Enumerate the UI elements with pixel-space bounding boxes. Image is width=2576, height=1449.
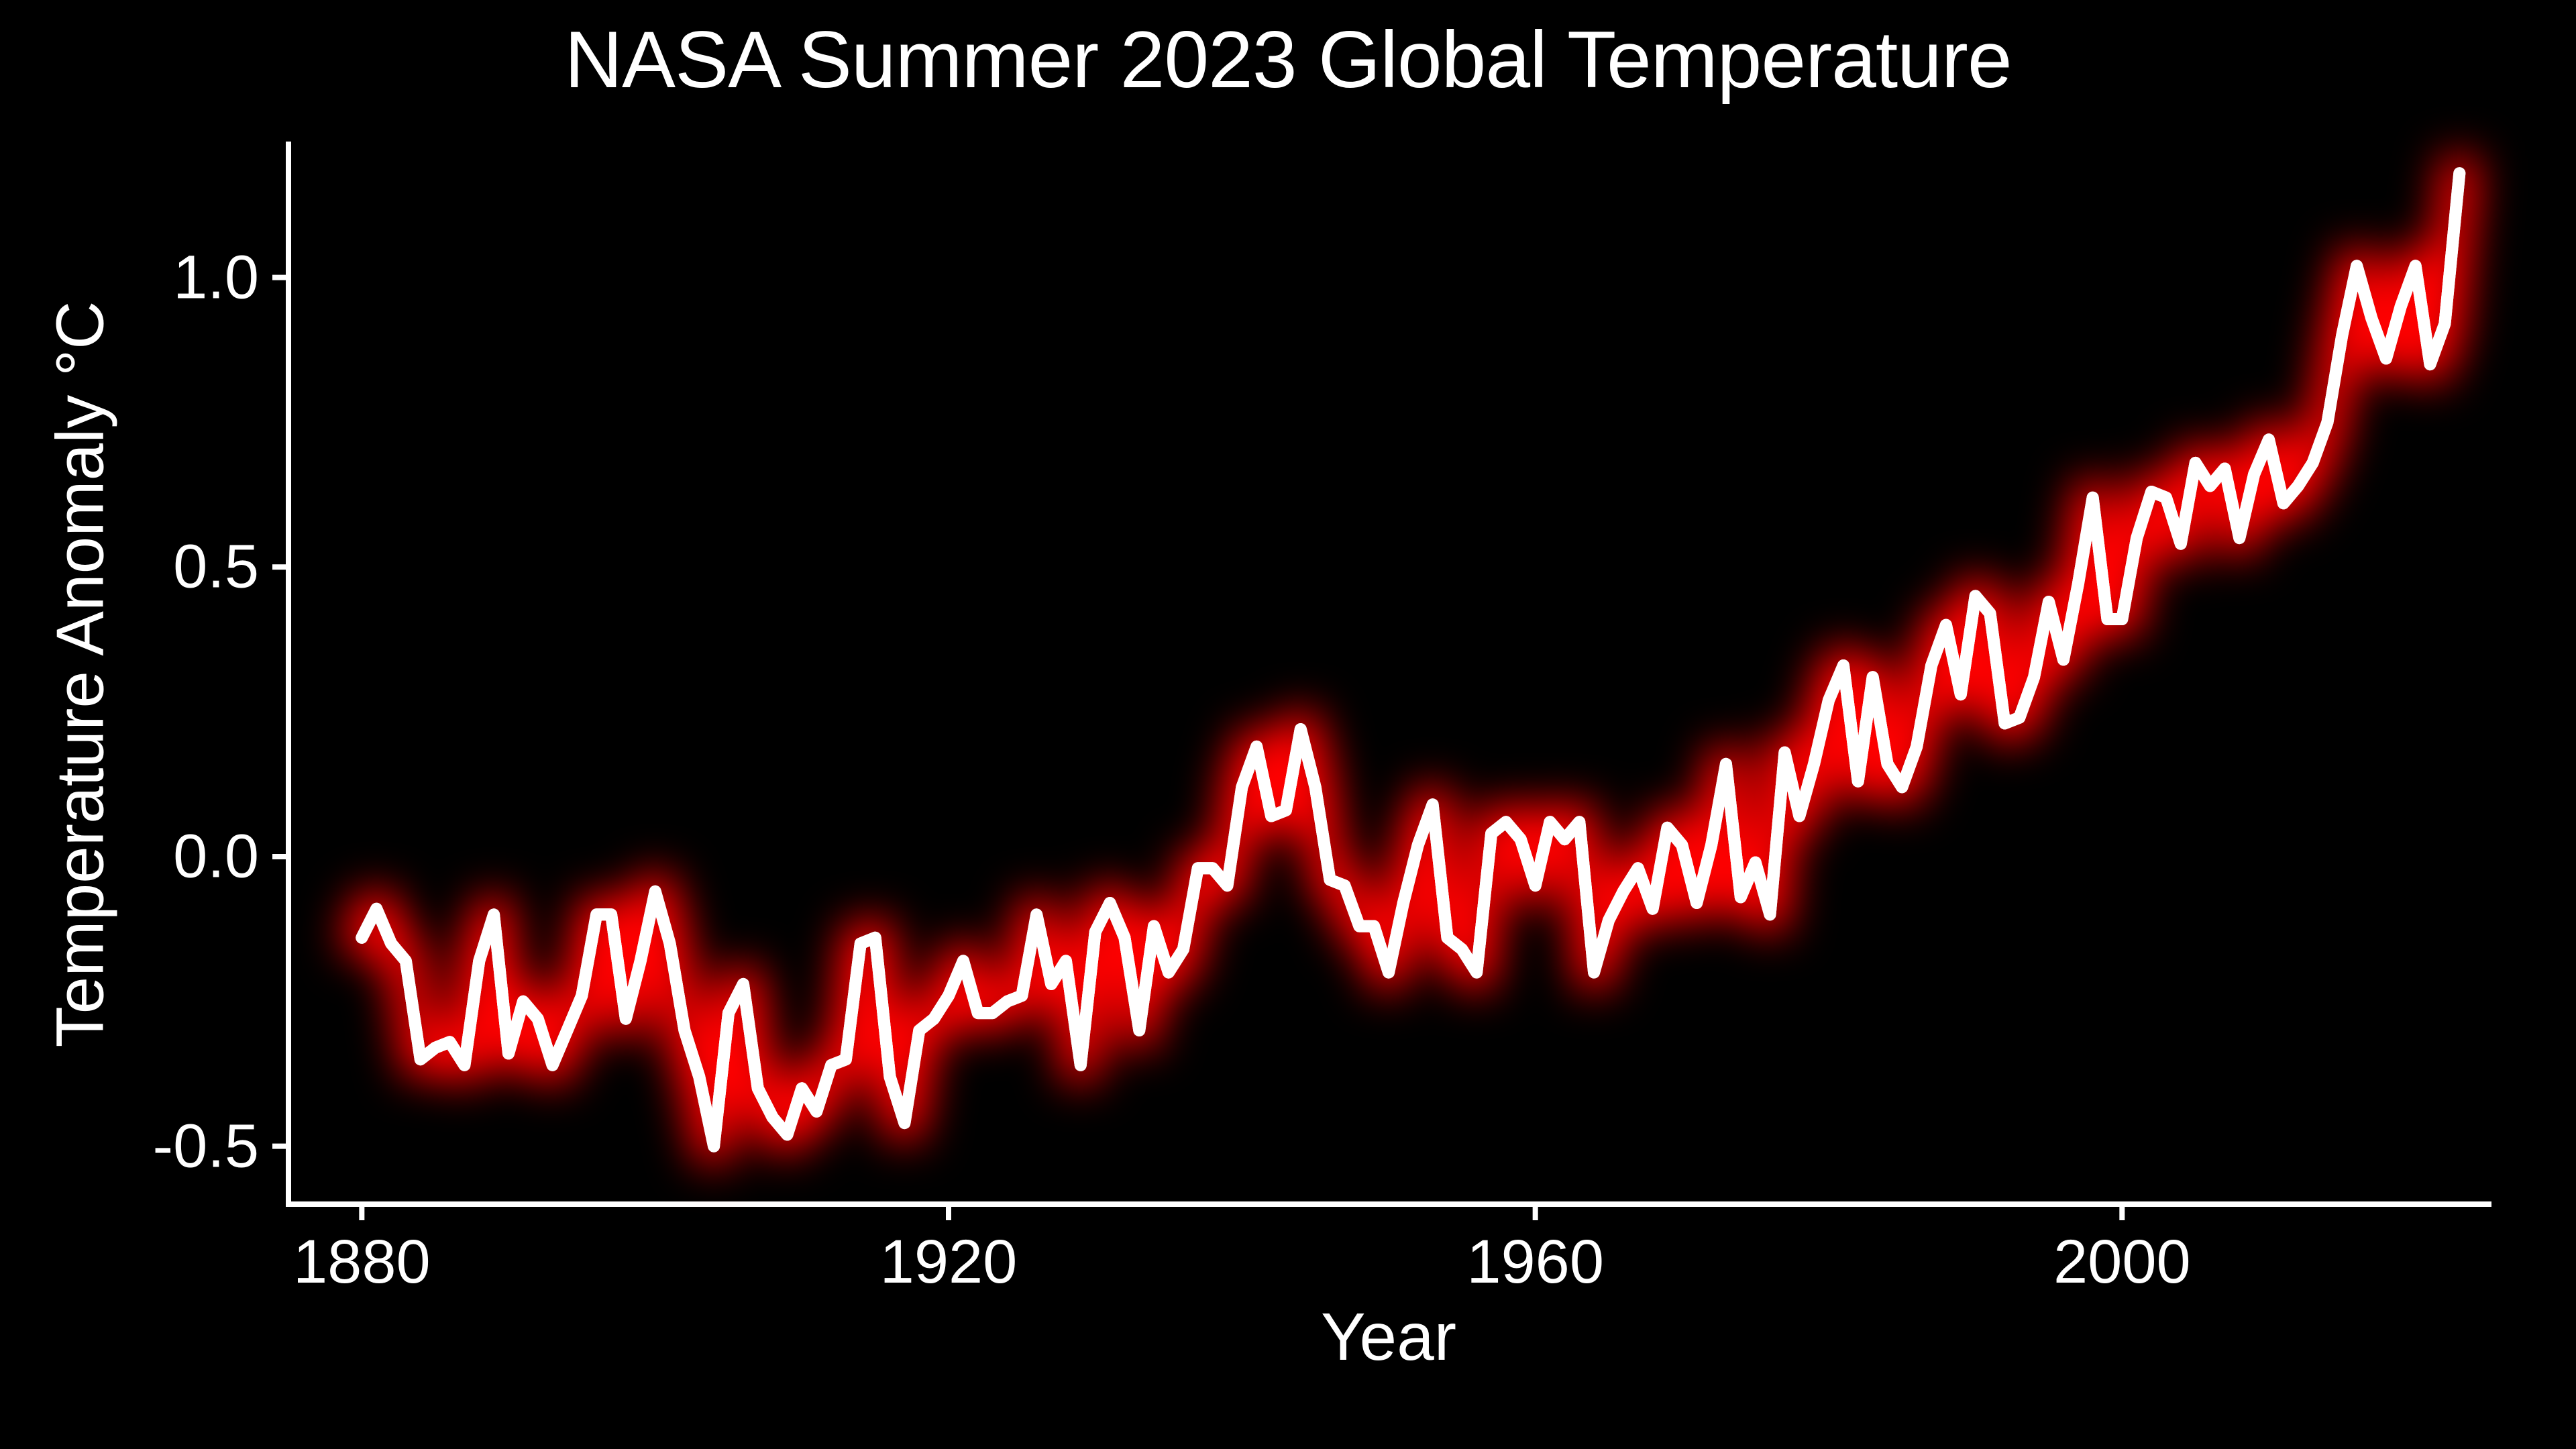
y-tick-label: 0.0	[173, 821, 259, 892]
x-axis-label: Year	[1321, 1299, 1456, 1376]
x-tick-label: 1960	[1466, 1227, 1604, 1297]
chart-page: NASA Summer 2023 Global Temperature Temp…	[0, 0, 2576, 1449]
line-layer	[362, 173, 2459, 1146]
y-tick-label: -0.5	[152, 1111, 259, 1181]
x-tick-label: 2000	[2053, 1227, 2191, 1297]
y-tick-label: 1.0	[173, 242, 259, 313]
x-tick-label: 1920	[880, 1227, 1018, 1297]
y-tick-label: 0.5	[173, 532, 259, 602]
x-tick-label: 1880	[293, 1227, 431, 1297]
axes	[272, 144, 2489, 1220]
